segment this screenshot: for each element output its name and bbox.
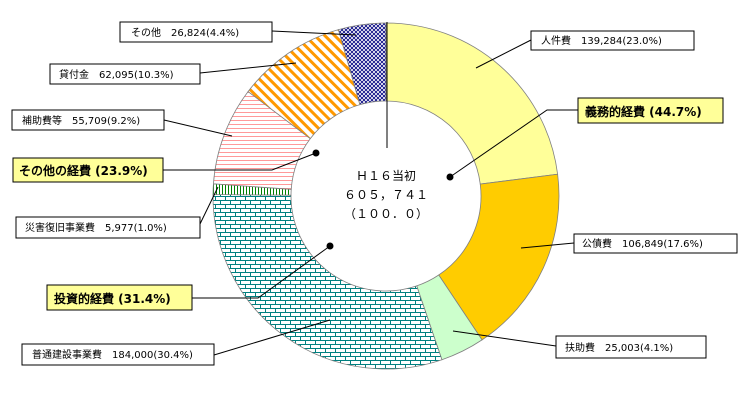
- label-kousaihi-text: 公債費 106,849(17.6%): [582, 237, 703, 250]
- label-futsu-kensetsu-text: 普通建設事業費 184,000(30.4%): [32, 348, 193, 361]
- label-hojohi-text: 補助費等 55,709(9.2%): [22, 114, 140, 127]
- label-kashitsukekin-text: 貸付金 62,095(10.3%): [59, 68, 174, 81]
- center-line-1: Ｈ１６当初: [356, 169, 416, 183]
- slice-3: [212, 194, 443, 370]
- label-jinkenhi: 人件費 139,284(23.0%): [530, 30, 695, 51]
- dot-toushiteki: [326, 242, 334, 250]
- label-saigai-text: 災害復旧事業費 5,977(1.0%): [25, 221, 167, 234]
- group-sonota-keihi: その他の経費 (23.9%): [12, 157, 164, 183]
- slice-0: [385, 22, 559, 185]
- group-toushiteki: 投資的経費 (31.4%): [46, 284, 193, 311]
- group-gimuteki-text: 義務的経費 (44.7%): [585, 104, 702, 119]
- dot-sonota-keihi: [312, 149, 320, 157]
- center-line-2: ６０５，７４１: [344, 188, 428, 202]
- leader-sonota: [271, 30, 357, 36]
- center-total: Ｈ１６当初 ６０５，７４１ （１００．０）: [344, 169, 428, 221]
- label-sonota-text: その他 26,824(4.4%): [131, 26, 239, 39]
- leader-saigai: [199, 186, 219, 225]
- label-sonota: その他 26,824(4.4%): [119, 21, 273, 43]
- label-hojohi: 補助費等 55,709(9.2%): [11, 109, 165, 131]
- dot-gimuteki: [446, 173, 454, 181]
- leader-jinkenhi: [475, 39, 532, 69]
- group-leader-lines: [163, 109, 578, 299]
- slice-7: [337, 22, 387, 106]
- leader-fujohi: [452, 330, 557, 347]
- group-sonota-keihi-text: その他の経費 (23.9%): [19, 163, 148, 178]
- label-kousaihi: 公債費 106,849(17.6%): [573, 233, 738, 254]
- slice-leader-lines: [163, 30, 575, 356]
- leader-gimuteki: [449, 109, 578, 178]
- leader-kashitsukekin: [199, 62, 297, 74]
- label-futsu-kensetsu: 普通建設事業費 184,000(30.4%): [21, 343, 215, 366]
- slice-1: [438, 173, 560, 341]
- leader-sonota-keihi: [163, 152, 317, 171]
- label-saigai: 災害復旧事業費 5,977(1.0%): [15, 216, 201, 239]
- label-fujohi: 扶助費 25,003(4.1%): [555, 335, 707, 359]
- leader-toushiteki: [192, 245, 331, 299]
- group-toushiteki-text: 投資的経費 (31.4%): [54, 291, 171, 306]
- label-jinkenhi-text: 人件費 139,284(23.0%): [541, 34, 662, 47]
- leader-kousaihi: [520, 242, 575, 249]
- group-gimuteki: 義務的経費 (44.7%): [577, 97, 724, 124]
- center-line-3: （１００．０）: [344, 207, 428, 221]
- pie-slices: [212, 22, 560, 370]
- label-fujohi-text: 扶助費 25,003(4.1%): [565, 341, 673, 354]
- leader-hojohi: [163, 119, 233, 137]
- leader-futsu-kensetsu: [213, 319, 331, 356]
- label-kashitsukekin: 貸付金 62,095(10.3%): [49, 63, 201, 85]
